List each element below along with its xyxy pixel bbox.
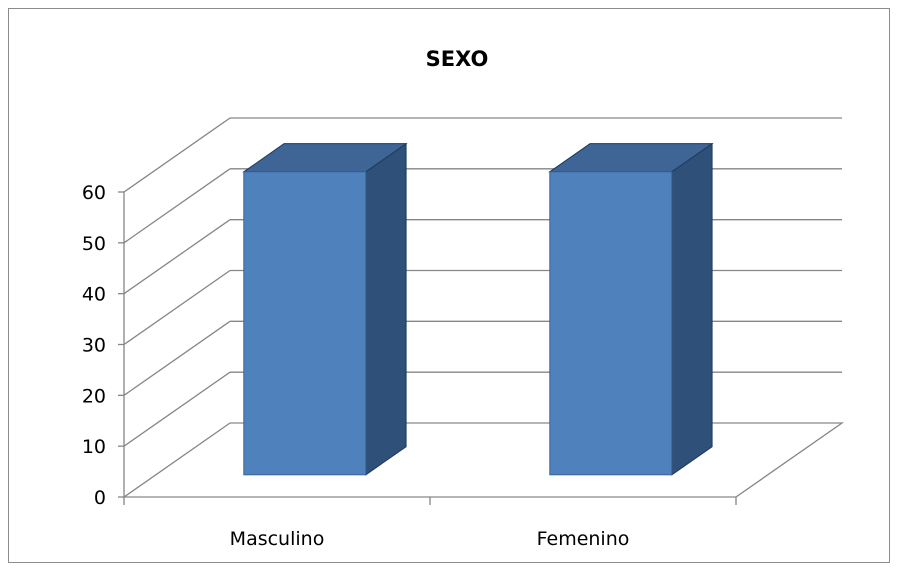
side-wall-gridline xyxy=(123,371,231,447)
side-wall-gridline xyxy=(123,117,231,193)
side-wall-gridline xyxy=(123,269,231,346)
y-tick-label: 10 xyxy=(82,436,106,458)
bar-masculino xyxy=(242,142,408,476)
y-tick-label: 60 xyxy=(82,182,106,204)
bar-side-face xyxy=(671,142,713,476)
side-wall-gridline xyxy=(123,219,231,295)
side-wall-gridline xyxy=(123,320,231,396)
bars xyxy=(242,142,714,476)
x-tick-label: Masculino xyxy=(230,528,325,550)
y-tick-labels: 0 10 20 30 40 50 60 xyxy=(82,182,106,509)
bar-side-face xyxy=(365,142,407,476)
axes xyxy=(118,191,737,505)
chart-frame xyxy=(8,8,890,563)
chart-floor-outline xyxy=(121,422,845,498)
y-tick-label: 40 xyxy=(82,284,106,306)
x-tick-labels: Masculino Femenino xyxy=(230,528,630,550)
y-tick-label: 20 xyxy=(82,385,106,407)
side-wall-gridline xyxy=(123,168,231,244)
bar-femenino xyxy=(548,142,714,476)
y-tick-label: 50 xyxy=(82,233,106,255)
grid-lines xyxy=(123,117,842,447)
bar-front-face xyxy=(243,171,367,476)
chart-title: SEXO xyxy=(426,47,489,71)
bar-front-face xyxy=(549,171,673,476)
y-tick-label: 30 xyxy=(82,335,106,357)
x-tick-label: Femenino xyxy=(537,528,630,550)
chart-floor xyxy=(121,422,845,498)
y-tick-label: 0 xyxy=(94,487,106,509)
